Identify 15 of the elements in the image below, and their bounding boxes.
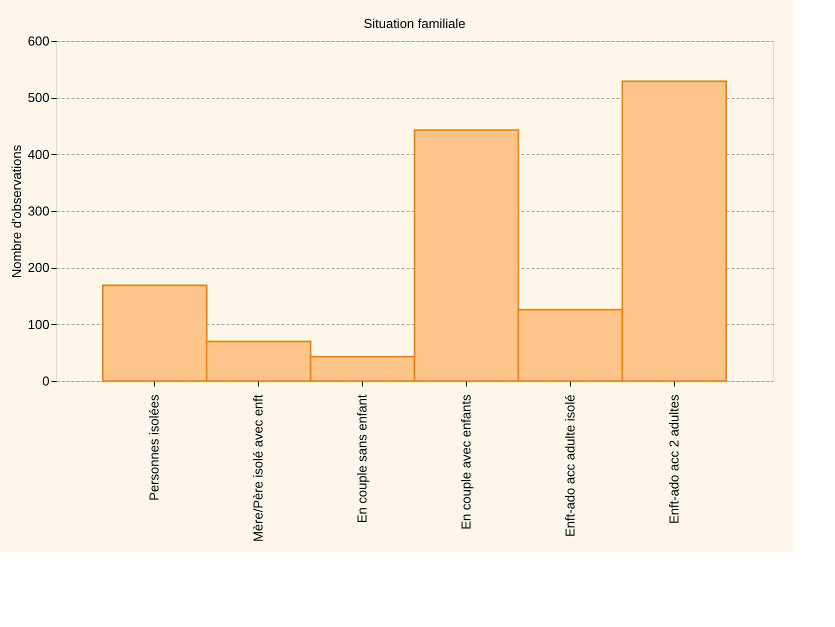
y-tick-label: 400 — [28, 146, 50, 162]
x-tick-label: Enft-ado acc adulte isolé — [562, 394, 578, 537]
chart-title: Situation familiale — [364, 16, 466, 31]
y-tick-label: 200 — [28, 260, 50, 276]
x-tick-label: Personnes isolées — [146, 394, 162, 501]
y-axis-title: Nombre d'observations — [8, 144, 24, 278]
x-tick-label: En couple avec enfants — [458, 394, 474, 530]
y-tick-label: 100 — [28, 316, 50, 332]
y-tick-label: 600 — [28, 34, 50, 48]
x-tick-label: Mère/Père isolé avec enft — [250, 394, 266, 542]
x-tick-label: Enft-ado acc 2 adultes — [666, 394, 682, 524]
y-tick-label: 300 — [28, 204, 50, 218]
x-tick-label: En couple sans enfant — [354, 394, 370, 524]
y-tick-label: 0 — [42, 374, 50, 388]
y-tick-label: 500 — [28, 90, 50, 106]
